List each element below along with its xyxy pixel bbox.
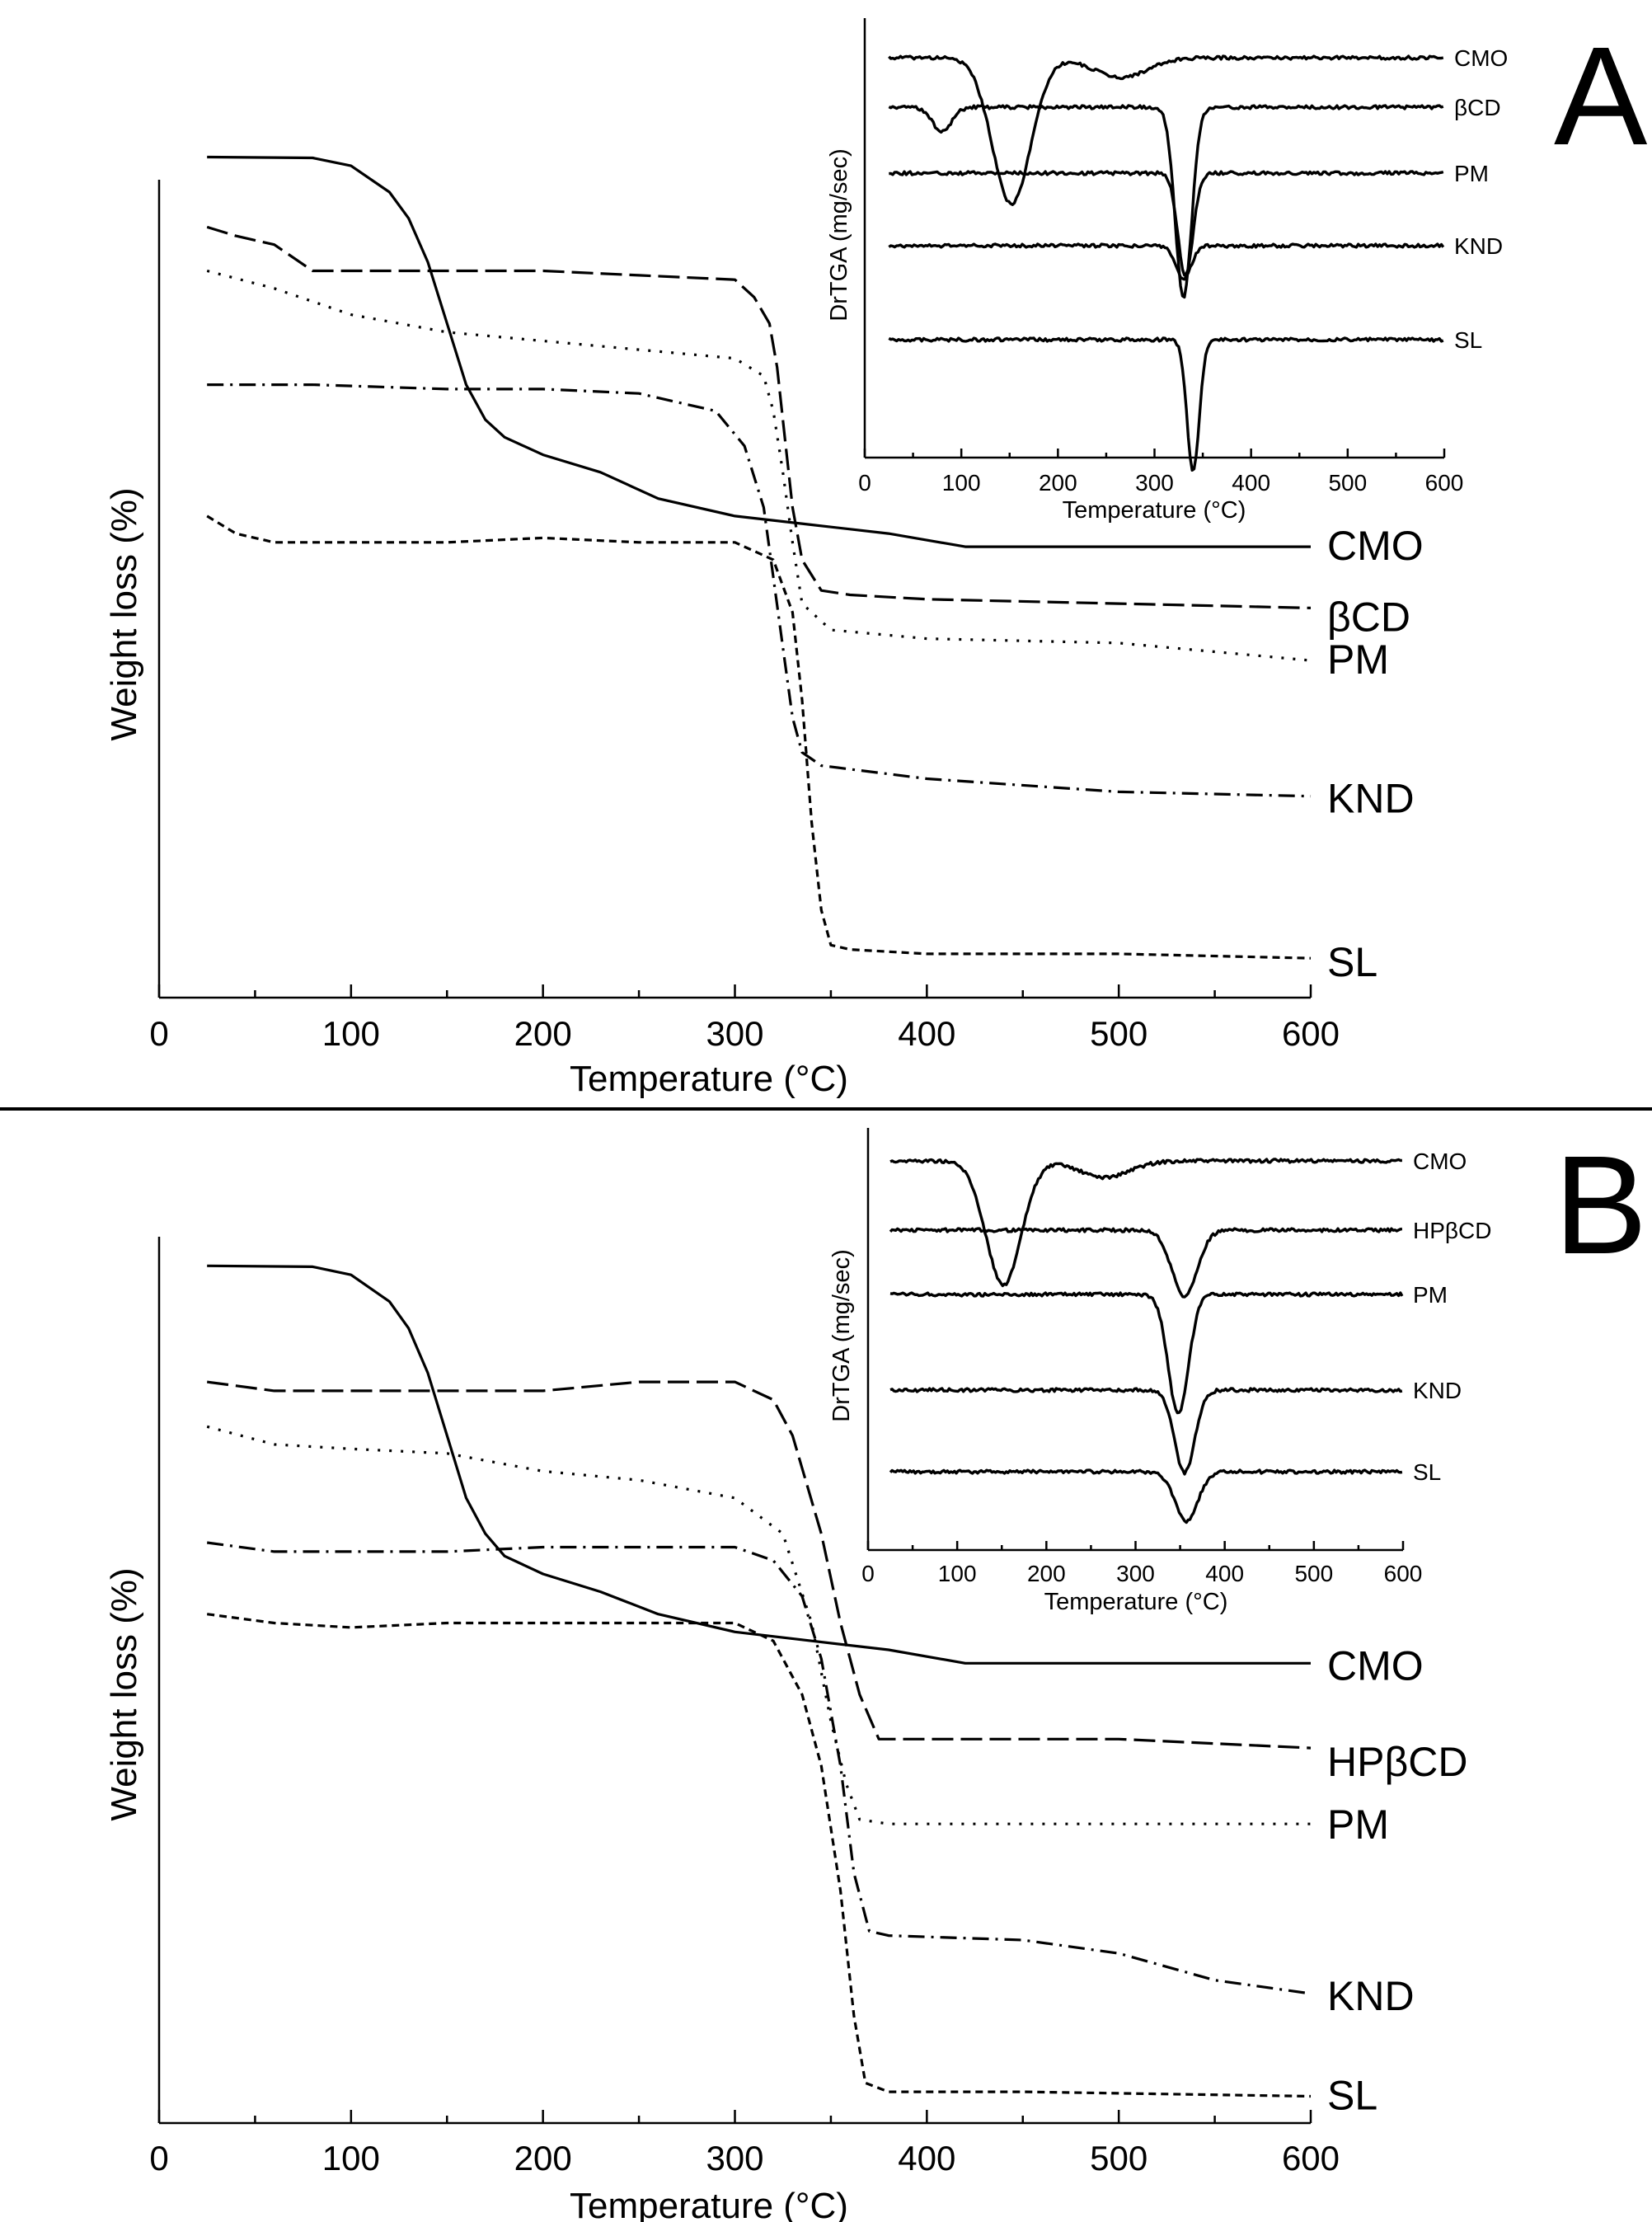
inset-x-tick-label: 500 (1294, 1561, 1333, 1586)
inset-series-line-pm (889, 170, 1444, 277)
series-line-cmo (207, 1264, 1311, 1665)
inset-x-tick-label: 200 (1027, 1561, 1066, 1586)
series-label-knd: KND (1327, 776, 1415, 822)
inset-series-label-knd: KND (1454, 233, 1503, 259)
x-tick-label: 300 (706, 2139, 763, 2177)
x-tick-label: 300 (706, 1014, 763, 1053)
series-label-cmo: CMO (1327, 523, 1424, 569)
x-tick-label: 500 (1090, 2139, 1147, 2177)
inset-series-line-βcd (888, 104, 1444, 299)
chart-b-inset: DrTGA (mg/sec) Temperature (°C) 0 100 200 3… (828, 1128, 1491, 1615)
x-axis-label: Temperature (°C) (570, 2186, 848, 2222)
inset-series-label-cmo: CMO (1454, 45, 1508, 71)
inset-x-tick-label: 300 (1116, 1561, 1155, 1586)
y-axis-label: Weight loss (%) (104, 487, 144, 740)
inset-series-group (888, 54, 1445, 472)
series-labels: CMO HPβCD PM KND SL (1327, 1642, 1467, 2118)
inset-series-label-hpβcd: HPβCD (1413, 1218, 1491, 1243)
inset-series-line-knd (889, 1387, 1403, 1476)
inset-x-tick-label: 600 (1425, 470, 1464, 496)
x-tick-label: 100 (322, 2139, 380, 2177)
series-line-sl (206, 1613, 1312, 2098)
x-tick-label: 400 (898, 2139, 955, 2177)
inset-series-line-sl (889, 1468, 1403, 1524)
series-line-hpβcd (206, 1380, 1312, 1750)
inset-x-tick-label: 0 (861, 1561, 875, 1586)
series-label-knd: KND (1327, 1973, 1415, 2019)
inset-series-label-pm: PM (1454, 161, 1489, 186)
inset-x-tick-label: 600 (1384, 1561, 1423, 1586)
panel-label-b: B (1554, 1127, 1647, 1284)
series-label-βcd: βCD (1327, 594, 1410, 640)
inset-series-line-hpβcd (889, 1227, 1403, 1299)
inset-x-tick-labels: 0 100 200 300 400 500 600 (861, 1561, 1422, 1586)
inset-x-axis-label: Temperature (°C) (1044, 1589, 1228, 1615)
x-tick-label: 100 (322, 1014, 380, 1053)
inset-x-tick-label: 300 (1135, 470, 1174, 496)
inset-x-tick-label: 0 (858, 470, 871, 496)
inset-series-label-pm: PM (1413, 1282, 1448, 1308)
inset-x-tick-label: 500 (1328, 470, 1367, 496)
x-tick-label: 0 (149, 1014, 168, 1053)
series-line-pm (206, 269, 1312, 662)
x-tick-labels: 0 100 200 300 400 500 600 (149, 2139, 1340, 2177)
inset-series-label-sl: SL (1413, 1459, 1441, 1485)
x-tick-label: 0 (149, 2139, 168, 2177)
series-line-knd (207, 383, 1312, 798)
inset-x-tick-label: 400 (1232, 470, 1270, 496)
series-label-hpβcd: HPβCD (1327, 1739, 1467, 1785)
x-ticks (157, 984, 1312, 998)
inset-x-ticks (863, 449, 1446, 458)
series-line-sl (206, 514, 1312, 960)
inset-x-tick-labels: 0 100 200 300 400 500 600 (858, 470, 1463, 496)
inset-series-group (889, 1158, 1404, 1524)
inset-x-axis-label: Temperature (°C) (1063, 497, 1246, 524)
x-ticks (157, 2110, 1312, 2123)
series-label-pm: PM (1327, 1802, 1389, 1848)
inset-x-ticks (866, 1541, 1405, 1550)
x-tick-label: 600 (1282, 2139, 1340, 2177)
series-label-sl: SL (1327, 2073, 1377, 2119)
panel-label-a: A (1554, 18, 1648, 175)
inset-x-tick-label: 100 (938, 1561, 977, 1586)
series-label-sl: SL (1327, 939, 1377, 985)
x-tick-label: 400 (898, 1014, 955, 1053)
inset-series-line-cmo (889, 1158, 1402, 1288)
inset-series-label-cmo: CMO (1413, 1149, 1467, 1174)
chart-a-inset: DrTGA (mg/sec) Temperature (°C) 0 100 200 3… (826, 18, 1508, 524)
chart-a-main: Weight loss (%) Temperature (°C) 0 100 200… (104, 155, 1424, 1099)
inset-x-tick-label: 100 (942, 470, 981, 496)
x-tick-labels: 0 100 200 300 400 500 600 (149, 1014, 1340, 1053)
x-tick-label: 500 (1090, 1014, 1147, 1053)
series-group (206, 1264, 1312, 2098)
chart-b-main: Weight loss (%) Temperature (°C) 0 100 200… (104, 1237, 1467, 2222)
inset-x-tick-label: 400 (1205, 1561, 1244, 1586)
series-label-pm: PM (1327, 637, 1389, 683)
inset-series-labels: CMO HPβCD PM KND SL (1413, 1149, 1491, 1485)
series-line-cmo (207, 155, 1311, 548)
inset-series-label-βcd: βCD (1454, 95, 1501, 120)
inset-series-line-sl (888, 336, 1444, 472)
inset-series-line-pm (889, 1291, 1404, 1415)
inset-y-axis-label: DrTGA (mg/sec) (828, 1249, 855, 1421)
inset-y-axis-label: DrTGA (mg/sec) (826, 148, 852, 321)
inset-x-tick-label: 200 (1039, 470, 1077, 496)
inset-series-line-cmo (888, 54, 1444, 206)
x-tick-label: 600 (1282, 1014, 1340, 1053)
series-group (206, 155, 1312, 960)
inset-series-label-knd: KND (1413, 1378, 1462, 1403)
series-label-cmo: CMO (1327, 1642, 1424, 1689)
x-tick-label: 200 (514, 1014, 572, 1053)
series-line-knd (206, 1541, 1312, 1995)
inset-series-labels: CMO βCD PM KND SL (1454, 45, 1508, 353)
x-tick-label: 200 (514, 2139, 572, 2177)
inset-series-label-sl: SL (1454, 327, 1482, 353)
x-axis-label: Temperature (°C) (570, 1059, 848, 1099)
inset-series-line-knd (888, 242, 1445, 281)
series-line-βcd (206, 225, 1312, 609)
y-axis-label: Weight loss (%) (104, 1567, 144, 1820)
